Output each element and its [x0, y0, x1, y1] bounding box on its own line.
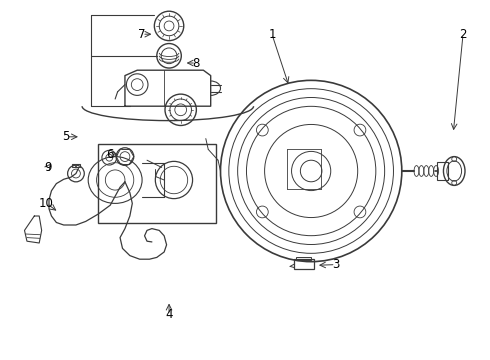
Text: 2: 2: [459, 28, 467, 41]
Text: 8: 8: [192, 57, 200, 69]
Text: 1: 1: [268, 28, 276, 41]
Bar: [294, 259, 314, 269]
Text: 10: 10: [39, 197, 54, 210]
Bar: [98, 144, 216, 223]
Text: 5: 5: [62, 130, 70, 143]
Bar: [296, 257, 311, 260]
Text: 4: 4: [165, 309, 173, 321]
Text: 7: 7: [138, 28, 146, 41]
Bar: [72, 164, 80, 167]
Text: 6: 6: [106, 148, 114, 161]
Bar: [437, 162, 448, 180]
Text: 9: 9: [44, 161, 52, 174]
Text: 3: 3: [332, 258, 340, 271]
